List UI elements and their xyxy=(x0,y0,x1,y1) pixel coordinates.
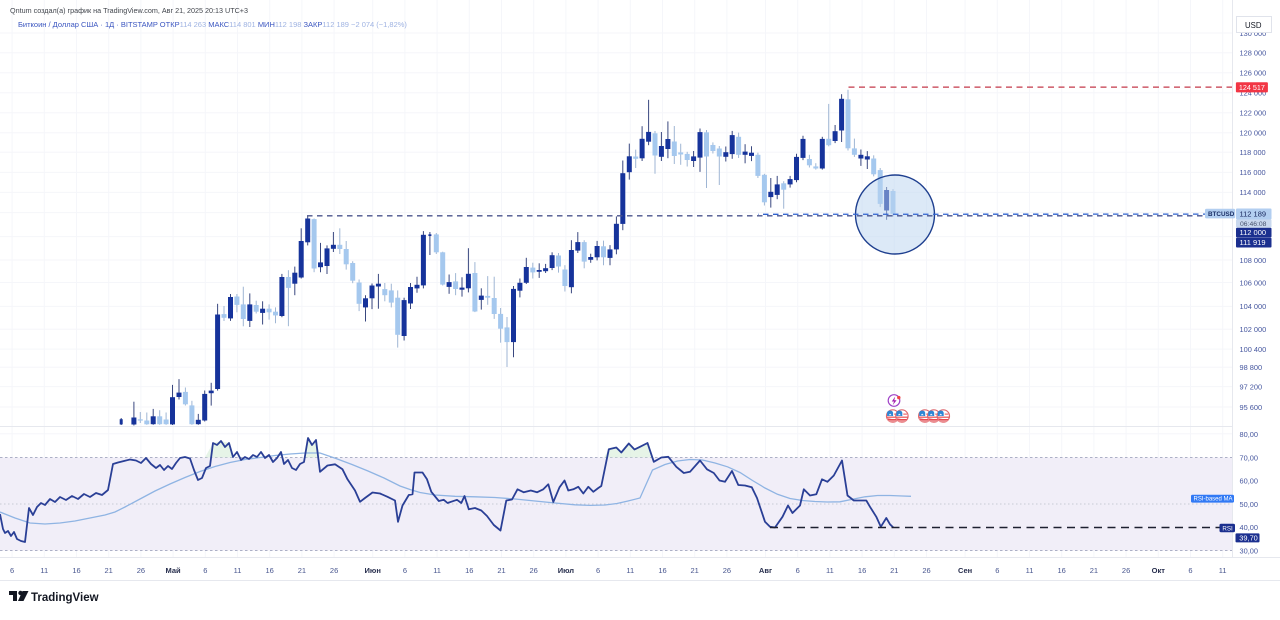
svg-text:100 400: 100 400 xyxy=(1240,345,1267,354)
svg-text:21: 21 xyxy=(497,566,505,575)
svg-text:108 000: 108 000 xyxy=(1240,256,1267,265)
svg-text:104 000: 104 000 xyxy=(1240,302,1267,311)
svg-text:11: 11 xyxy=(1026,566,1034,575)
svg-text:11: 11 xyxy=(234,566,242,575)
svg-text:Окт: Окт xyxy=(1152,566,1166,575)
svg-text:40,00: 40,00 xyxy=(1240,523,1259,532)
svg-text:Qntum создал(а) график на Trad: Qntum создал(а) график на TradingView.co… xyxy=(10,6,248,15)
svg-text:26: 26 xyxy=(330,566,338,575)
svg-text:39,70: 39,70 xyxy=(1239,534,1258,543)
svg-text:98 800: 98 800 xyxy=(1240,363,1263,372)
svg-text:26: 26 xyxy=(723,566,731,575)
svg-text:RSI-based MA: RSI-based MA xyxy=(1194,497,1233,503)
svg-text:106 000: 106 000 xyxy=(1240,278,1267,287)
svg-text:21: 21 xyxy=(691,566,699,575)
svg-text:112 000: 112 000 xyxy=(1240,228,1267,237)
svg-text:6: 6 xyxy=(596,566,600,575)
svg-text:RSI: RSI xyxy=(1222,525,1233,532)
svg-text:124 517: 124 517 xyxy=(1239,83,1265,92)
svg-text:16: 16 xyxy=(465,566,473,575)
svg-text:21: 21 xyxy=(298,566,306,575)
svg-text:118 000: 118 000 xyxy=(1240,148,1266,157)
svg-text:11: 11 xyxy=(40,566,48,575)
svg-text:BTCUSD: BTCUSD xyxy=(1208,211,1235,218)
svg-text:11: 11 xyxy=(626,566,634,575)
svg-text:21: 21 xyxy=(105,566,113,575)
svg-text:Июл: Июл xyxy=(558,566,575,575)
svg-text:16: 16 xyxy=(72,566,80,575)
svg-text:116 000: 116 000 xyxy=(1240,168,1266,177)
svg-text:6: 6 xyxy=(403,566,407,575)
svg-text:70,00: 70,00 xyxy=(1240,453,1259,462)
svg-text:122 000: 122 000 xyxy=(1240,109,1267,118)
svg-text:Май: Май xyxy=(166,566,182,575)
svg-text:16: 16 xyxy=(266,566,274,575)
svg-text:111 919: 111 919 xyxy=(1240,238,1266,247)
svg-text:USD: USD xyxy=(1245,21,1262,30)
svg-text:6: 6 xyxy=(995,566,999,575)
svg-text:TradingView: TradingView xyxy=(31,592,99,604)
svg-text:11: 11 xyxy=(1219,566,1227,575)
svg-text:6: 6 xyxy=(203,566,207,575)
svg-text:128 000: 128 000 xyxy=(1240,49,1267,58)
svg-text:6: 6 xyxy=(1188,566,1192,575)
svg-text:120 000: 120 000 xyxy=(1240,129,1267,138)
svg-text:80,00: 80,00 xyxy=(1240,430,1259,439)
svg-text:06:46:08: 06:46:08 xyxy=(1240,221,1267,228)
svg-text:6: 6 xyxy=(10,566,14,575)
svg-text:97 200: 97 200 xyxy=(1240,382,1263,391)
svg-text:112 189: 112 189 xyxy=(1240,209,1267,218)
svg-text:16: 16 xyxy=(1058,566,1066,575)
svg-text:26: 26 xyxy=(530,566,538,575)
svg-text:95 600: 95 600 xyxy=(1240,403,1263,412)
svg-text:114 000: 114 000 xyxy=(1240,188,1266,197)
svg-text:102 000: 102 000 xyxy=(1240,325,1267,334)
svg-text:16: 16 xyxy=(858,566,866,575)
svg-text:26: 26 xyxy=(137,566,145,575)
svg-text:Авг: Авг xyxy=(759,566,772,575)
svg-text:Июн: Июн xyxy=(365,566,381,575)
svg-text:50,00: 50,00 xyxy=(1240,500,1259,509)
svg-text:11: 11 xyxy=(826,566,834,575)
svg-text:6: 6 xyxy=(796,566,800,575)
svg-text:11: 11 xyxy=(433,566,441,575)
svg-text:26: 26 xyxy=(922,566,930,575)
svg-text:126 000: 126 000 xyxy=(1240,69,1267,78)
svg-text:21: 21 xyxy=(890,566,898,575)
svg-text:21: 21 xyxy=(1090,566,1098,575)
svg-text:60,00: 60,00 xyxy=(1240,477,1259,486)
svg-text:Сен: Сен xyxy=(958,566,972,575)
svg-text:Биткоин / Доллар США · 1Д · BI: Биткоин / Доллар США · 1Д · BITSTAMP ОТК… xyxy=(18,20,407,29)
svg-text:30,00: 30,00 xyxy=(1240,546,1259,555)
svg-text:26: 26 xyxy=(1122,566,1130,575)
svg-text:16: 16 xyxy=(658,566,666,575)
